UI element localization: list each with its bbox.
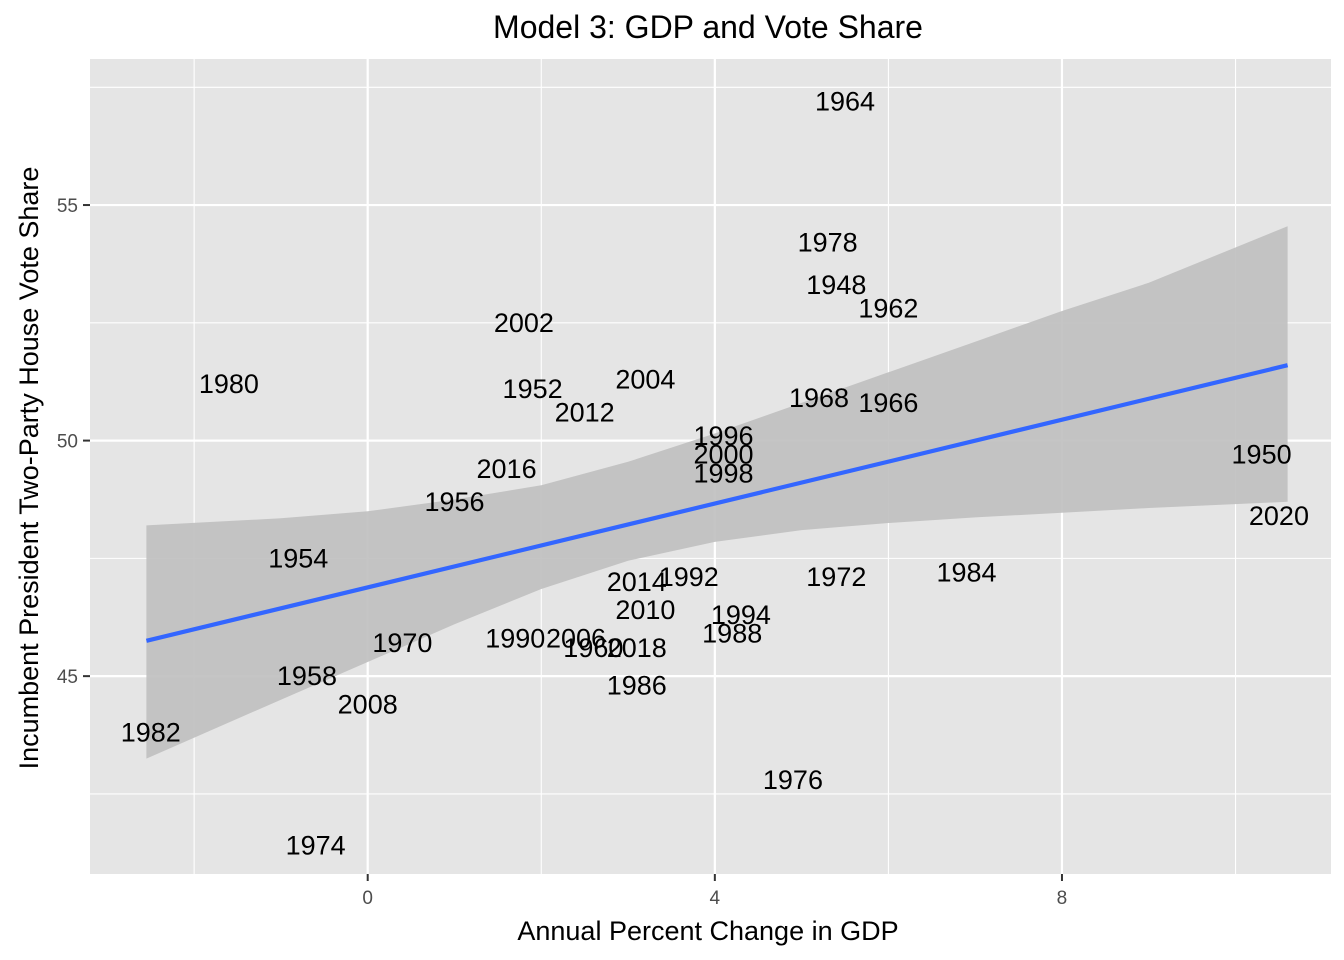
confidence-band [146, 226, 1288, 759]
point-label-1980: 1980 [199, 369, 259, 399]
point-label-2010: 2010 [615, 595, 675, 625]
point-label-1958: 1958 [277, 661, 337, 691]
point-label-1986: 1986 [607, 671, 667, 701]
point-label-1974: 1974 [286, 831, 346, 861]
trend-line [145, 363, 1289, 643]
point-label-1982: 1982 [121, 718, 181, 748]
point-label-1952: 1952 [503, 374, 563, 404]
y-axis-title: Incumbent President Two-Party House Vote… [14, 167, 44, 770]
point-label-2016: 2016 [477, 454, 537, 484]
x-axis-ticks: 0 4 8 [362, 874, 1067, 909]
point-label-2004: 2004 [615, 364, 675, 394]
point-label-1998: 1998 [693, 459, 753, 489]
point-label-2018: 2018 [607, 633, 667, 663]
point-label-1988: 1988 [702, 619, 762, 649]
point-label-1972: 1972 [806, 562, 866, 592]
point-label-2006: 2006 [546, 623, 606, 653]
point-label-2014: 2014 [607, 567, 667, 597]
point-label-2012: 2012 [555, 397, 615, 427]
y-axis-ticks: 45 50 55 [57, 196, 90, 688]
y-tick-label: 55 [57, 196, 78, 217]
point-label-1976: 1976 [763, 765, 823, 795]
point-label-1966: 1966 [858, 388, 918, 418]
point-label-1960: 1960 [563, 633, 623, 663]
point-label-2020: 2020 [1249, 501, 1309, 531]
point-label-2008: 2008 [338, 689, 398, 719]
point-label-1968: 1968 [789, 383, 849, 413]
x-tick-label: 4 [710, 888, 721, 909]
x-tick-label: 8 [1057, 888, 1068, 909]
y-tick-label: 50 [57, 432, 78, 453]
point-label-1950: 1950 [1232, 440, 1292, 470]
chart-title: Model 3: GDP and Vote Share [493, 9, 923, 45]
point-label-1992: 1992 [659, 562, 719, 592]
point-label-1996: 1996 [693, 421, 753, 451]
point-label-1970: 1970 [372, 628, 432, 658]
point-label-1962: 1962 [858, 294, 918, 324]
point-label-1978: 1978 [798, 228, 858, 258]
x-tick-label: 0 [362, 888, 373, 909]
point-label-1990: 1990 [485, 623, 545, 653]
point-label-1984: 1984 [936, 557, 996, 587]
point-label-1994: 1994 [711, 600, 771, 630]
y-tick-label: 45 [57, 667, 78, 688]
point-label-1964: 1964 [815, 86, 875, 116]
point-label-1954: 1954 [268, 543, 328, 573]
point-label-2002: 2002 [494, 308, 554, 338]
point-label-1948: 1948 [806, 270, 866, 300]
point-label-1956: 1956 [424, 487, 484, 517]
x-axis-title: Annual Percent Change in GDP [517, 916, 898, 946]
point-label-2000: 2000 [693, 440, 753, 470]
